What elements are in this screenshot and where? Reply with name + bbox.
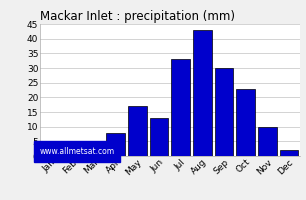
- Bar: [280, 150, 298, 156]
- Bar: [258, 127, 277, 156]
- Bar: [150, 118, 168, 156]
- Bar: [171, 59, 190, 156]
- Bar: [106, 133, 125, 156]
- Text: www.allmetsat.com: www.allmetsat.com: [40, 147, 115, 156]
- Text: Mackar Inlet : precipitation (mm): Mackar Inlet : precipitation (mm): [40, 10, 235, 23]
- Bar: [85, 150, 103, 156]
- Bar: [128, 106, 147, 156]
- Bar: [237, 89, 255, 156]
- Bar: [193, 30, 211, 156]
- Bar: [41, 150, 60, 156]
- Bar: [215, 68, 233, 156]
- Bar: [63, 150, 81, 156]
